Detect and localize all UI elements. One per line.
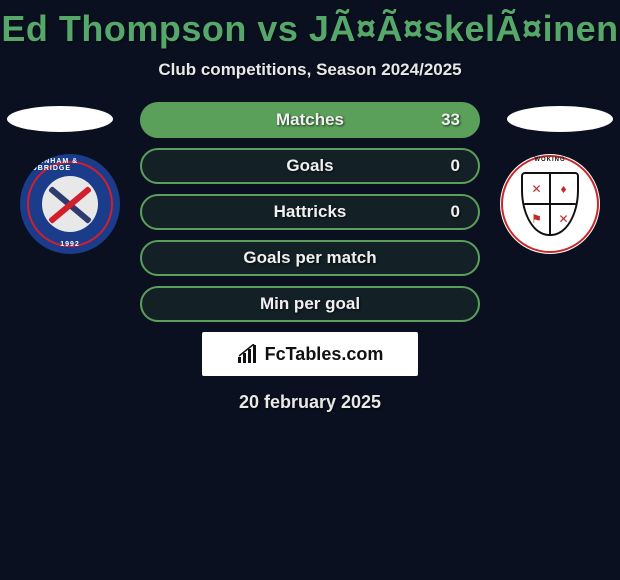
- footer-date: 20 february 2025: [0, 392, 620, 413]
- stat-label: Goals per match: [243, 248, 376, 268]
- stat-bar: Goals 0: [140, 148, 480, 184]
- comparison-content: DAGENHAM & REDBRIDGE 1992 WOKING ✕ ♦ ⚑ ✕…: [0, 100, 620, 413]
- stat-label: Hattricks: [274, 202, 347, 222]
- shield-q1: ✕: [523, 174, 550, 204]
- stat-bar: Hattricks 0: [140, 194, 480, 230]
- branding-chart-icon: [237, 344, 259, 364]
- crest-center: [42, 176, 98, 232]
- stat-value: 0: [451, 156, 460, 176]
- player-right-oval: [507, 106, 613, 132]
- player-left-oval: [7, 106, 113, 132]
- shield-q4: ✕: [550, 204, 577, 234]
- stat-bar: Min per goal: [140, 286, 480, 322]
- stat-label: Min per goal: [260, 294, 360, 314]
- shield-q3: ⚑: [523, 204, 550, 234]
- stat-label: Matches: [276, 110, 344, 130]
- stat-bar: Matches 33: [140, 102, 480, 138]
- shield-q2: ♦: [550, 174, 577, 204]
- branding-text: FcTables.com: [265, 344, 384, 365]
- crest-banner: WOKING: [534, 157, 565, 163]
- page-title: Ed Thompson vs JÃ¤Ã¤skelÃ¤inen: [0, 0, 620, 50]
- stat-bar: Goals per match: [140, 240, 480, 276]
- crest-text-bottom: 1992: [60, 241, 80, 248]
- page-subtitle: Club competitions, Season 2024/2025: [0, 60, 620, 80]
- player-right-crest: WOKING ✕ ♦ ⚑ ✕: [500, 154, 600, 254]
- crest-outer-ring: WOKING ✕ ♦ ⚑ ✕: [501, 155, 599, 253]
- crest-shield: ✕ ♦ ⚑ ✕: [521, 172, 579, 236]
- stat-value: 33: [441, 110, 460, 130]
- branding-box: FcTables.com: [202, 332, 418, 376]
- crest-text-top: DAGENHAM & REDBRIDGE: [20, 158, 120, 172]
- player-left-crest: DAGENHAM & REDBRIDGE 1992: [20, 154, 120, 254]
- stat-value: 0: [451, 202, 460, 222]
- stat-label: Goals: [286, 156, 333, 176]
- stat-bars: Matches 33 Goals 0 Hattricks 0 Goals per match…: [140, 100, 480, 322]
